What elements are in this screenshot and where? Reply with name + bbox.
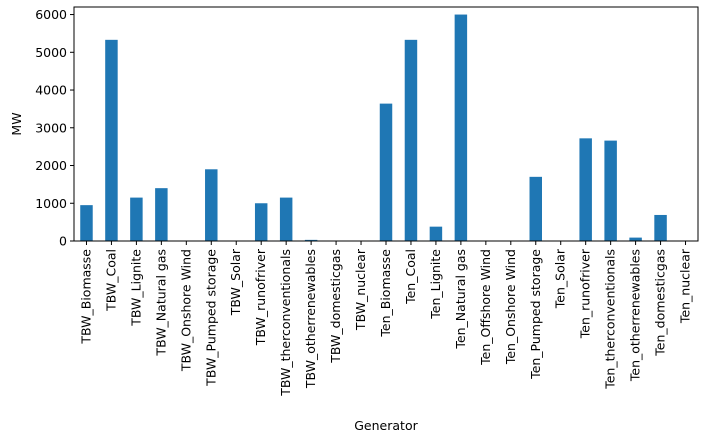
- x-tick-label: Ten_Natural gas: [453, 249, 468, 350]
- x-tick-label: TBW_Onshore Wind: [178, 249, 193, 372]
- x-tick-label: Ten_Solar: [553, 248, 568, 309]
- x-tick-label: Ten_domesticgas: [653, 249, 668, 357]
- x-tick-label: TBW_therconventionals: [278, 249, 293, 397]
- x-tick-label: TBW_Biomasse: [78, 249, 93, 345]
- bar: [279, 197, 293, 241]
- plot-frame: [73, 6, 699, 242]
- y-axis: 0 1000 2000 3000 4000 5000 6000: [35, 7, 74, 249]
- bar: [155, 188, 168, 241]
- y-tick-label: 5000: [35, 45, 67, 60]
- bar: [529, 176, 542, 241]
- x-tick-label: Ten_Lignite: [428, 249, 443, 320]
- bar: [304, 239, 318, 241]
- y-tick-label: 6000: [35, 7, 67, 22]
- bar: [130, 197, 143, 241]
- bar: [404, 39, 418, 242]
- x-tick-label: TBW_domesticgas: [328, 249, 343, 364]
- bar: [579, 138, 592, 241]
- x-tick-label: Ten_runofriver: [578, 248, 593, 339]
- bar: [454, 14, 468, 242]
- bar: [205, 169, 218, 241]
- y-axis-title: MW: [9, 112, 24, 135]
- y-tick-label: 4000: [35, 83, 67, 98]
- y-tick-label: 3000: [35, 120, 67, 135]
- x-tick-label: Ten_Pumped storage: [528, 249, 543, 380]
- x-tick-label: Ten_Offshore Wind: [478, 249, 493, 366]
- x-tick-label: Ten_Onshore Wind: [503, 249, 518, 365]
- x-tick-label: TBW_Pumped storage: [203, 249, 218, 387]
- x-tick-label: Ten_therconventionals: [603, 249, 618, 390]
- bar: [379, 103, 393, 241]
- x-tick-label: Ten_Biomasse: [378, 249, 393, 338]
- x-tick-label: Ten_Coal: [403, 249, 418, 305]
- y-tick-label: 1000: [35, 196, 67, 211]
- x-tick-label: Ten_otherrenewables: [628, 249, 643, 382]
- x-tick-label: TBW_nuclear: [353, 248, 368, 331]
- bar: [429, 226, 443, 241]
- bar: [629, 237, 642, 241]
- x-axis-title: Generator: [354, 418, 418, 433]
- x-tick-label: TBW_Solar: [228, 248, 243, 316]
- x-tick-label: TBW_Lignite: [128, 249, 143, 327]
- x-tick-label: TBW_Coal: [103, 249, 118, 312]
- bar: [105, 39, 118, 242]
- x-tick-label: TBW_Natural gas: [153, 249, 168, 357]
- bar: [80, 205, 93, 241]
- x-tick-label: Ten_nuclear: [678, 248, 693, 324]
- x-tick-label: TBW_runofriver: [253, 248, 268, 346]
- y-tick-label: 0: [59, 234, 67, 249]
- x-axis: TBW_Biomasse TBW_Coal TBW_Lignite TBW_Natur…: [78, 241, 693, 397]
- bar: [654, 214, 667, 241]
- bar: [254, 203, 268, 241]
- y-tick-label: 2000: [35, 158, 67, 173]
- bars-group: [80, 14, 667, 242]
- bar: [604, 140, 617, 241]
- x-tick-label: TBW_otherrenewables: [303, 249, 318, 389]
